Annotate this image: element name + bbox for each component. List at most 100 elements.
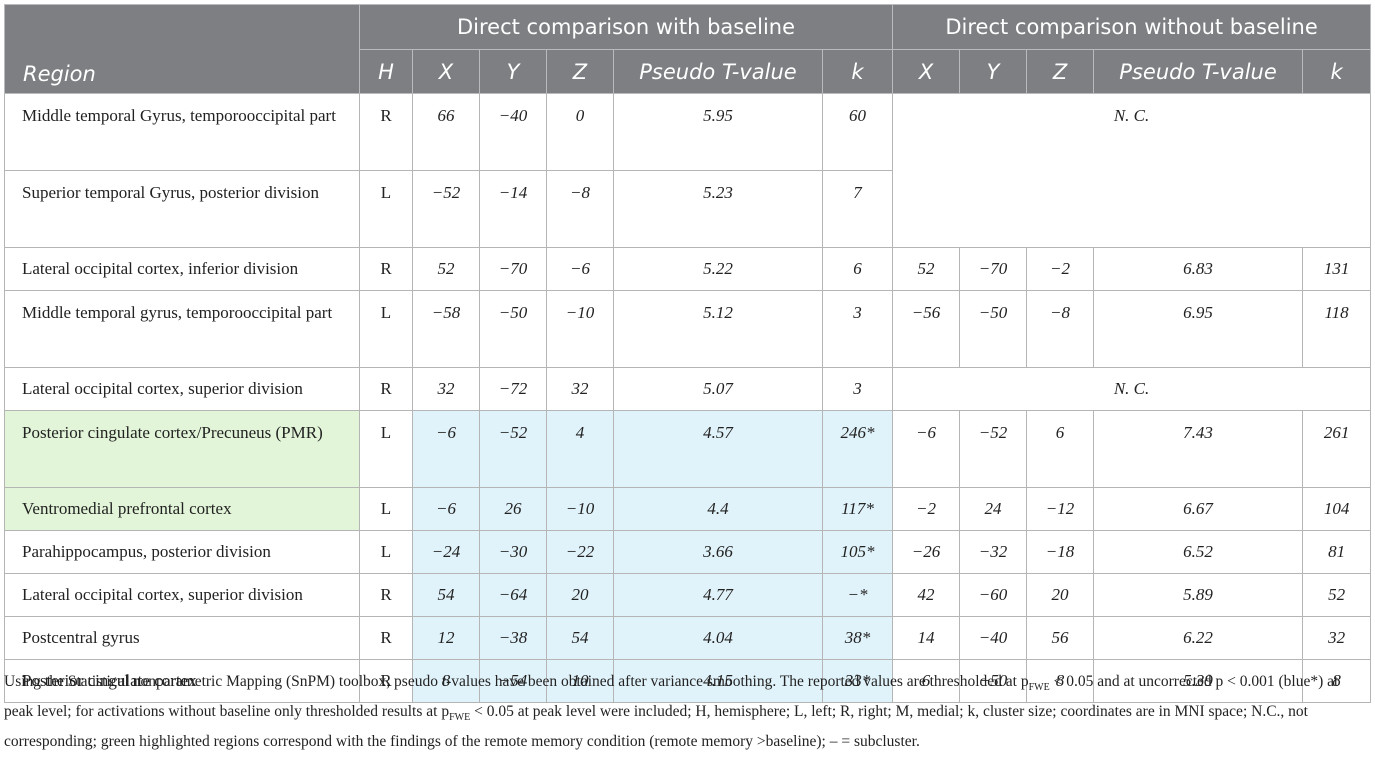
pseudo-t-cell: 5.07 bbox=[613, 367, 823, 411]
y-cell: −40 bbox=[479, 93, 547, 171]
y-cell: −64 bbox=[479, 573, 547, 617]
pseudo-t-cell: 3.66 bbox=[613, 530, 823, 574]
y-cell: −52 bbox=[479, 410, 547, 488]
col-header-k2: k bbox=[1302, 49, 1372, 94]
region-cell: Postcentral gyrus bbox=[4, 616, 360, 660]
y-cell: −14 bbox=[479, 170, 547, 248]
pseudo-t2-cell: 6.83 bbox=[1093, 247, 1304, 291]
y-cell: −30 bbox=[479, 530, 547, 574]
y-cell: −54 bbox=[479, 659, 547, 703]
y-cell: −38 bbox=[479, 616, 547, 660]
x2-cell: 14 bbox=[892, 616, 961, 660]
pseudo-t2-cell: 7.43 bbox=[1093, 410, 1304, 488]
pseudo-t-cell: 5.23 bbox=[613, 170, 823, 248]
pseudo-t2-cell: 6.95 bbox=[1093, 290, 1304, 368]
header-row-columns: H X Y Z Pseudo T-value k X Y Z Pseudo T-… bbox=[5, 49, 1372, 94]
x-cell: −6 bbox=[412, 410, 480, 488]
y2-cell: −40 bbox=[959, 616, 1028, 660]
pseudo-t-cell: 5.12 bbox=[613, 290, 823, 368]
y2-cell: −70 bbox=[959, 247, 1028, 291]
z-cell: −8 bbox=[546, 170, 614, 248]
z-cell: 32 bbox=[546, 367, 614, 411]
x-cell: −6 bbox=[412, 487, 480, 531]
region-cell-highlighted: Posterior cingulate cortex/Precuneus (PM… bbox=[4, 410, 360, 488]
z2-cell: 56 bbox=[1026, 616, 1095, 660]
k-cell: 3 bbox=[821, 367, 894, 411]
y2-cell: −50 bbox=[959, 290, 1028, 368]
x-cell: 32 bbox=[412, 367, 480, 411]
hemisphere-cell: L bbox=[359, 410, 413, 488]
z2-cell: −12 bbox=[1026, 487, 1095, 531]
footnote-part-2: < 0.05 and at uncorrected p < 0.001 (blu… bbox=[4, 673, 1339, 721]
z-cell: 10 bbox=[546, 659, 614, 703]
footnote-part-3: < 0.05 at peak level were included; H, h… bbox=[4, 703, 1308, 751]
z2-cell: −2 bbox=[1026, 247, 1095, 291]
z2-cell: −18 bbox=[1026, 530, 1095, 574]
k2-cell: 8 bbox=[1302, 659, 1372, 703]
col-header-y: Y bbox=[479, 49, 547, 94]
z-cell: −22 bbox=[546, 530, 614, 574]
y-cell: −50 bbox=[479, 290, 547, 368]
k2-cell: 104 bbox=[1302, 487, 1372, 531]
table-row: Lateral occipital cortex, superior divis… bbox=[4, 573, 1372, 617]
footnote-part-1: Using the Statistical nonparametric Mapp… bbox=[4, 673, 1029, 690]
k2-cell: 131 bbox=[1302, 247, 1372, 291]
hemisphere-cell: R bbox=[359, 573, 413, 617]
group-header-without-baseline: Direct comparison without baseline bbox=[892, 4, 1372, 50]
y2-cell: −52 bbox=[959, 410, 1028, 488]
y-cell: 26 bbox=[479, 487, 547, 531]
k-cell: 6 bbox=[821, 247, 894, 291]
x2-cell: 42 bbox=[892, 573, 961, 617]
col-header-k: k bbox=[821, 49, 894, 94]
region-cell: Parahippocampus, posterior division bbox=[4, 530, 360, 574]
not-corresponding-cell: N. C. bbox=[892, 93, 1372, 248]
x2-cell: 52 bbox=[892, 247, 961, 291]
table-row: Posterior cingulate cortex R 8 −54 10 4.… bbox=[4, 659, 1372, 703]
x-cell: 66 bbox=[412, 93, 480, 171]
x-cell: 52 bbox=[412, 247, 480, 291]
z-cell: −6 bbox=[546, 247, 614, 291]
k2-cell: 261 bbox=[1302, 410, 1372, 488]
hemisphere-cell: R bbox=[359, 93, 413, 171]
region-cell: Lateral occipital cortex, inferior divis… bbox=[4, 247, 360, 291]
k-cell: 3 bbox=[821, 290, 894, 368]
pseudo-t-cell: 4.4 bbox=[613, 487, 823, 531]
x2-cell: −26 bbox=[892, 530, 961, 574]
pseudo-t-cell: 4.57 bbox=[613, 410, 823, 488]
x-cell: −24 bbox=[412, 530, 480, 574]
col-header-z: Z bbox=[546, 49, 614, 94]
hemisphere-cell: R bbox=[359, 247, 413, 291]
x-cell: 54 bbox=[412, 573, 480, 617]
table-row: Middle temporal Gyrus, temporooccipital … bbox=[4, 93, 1372, 248]
region-cell: Middle temporal Gyrus, temporooccipital … bbox=[4, 93, 360, 171]
x-cell: 8 bbox=[412, 659, 480, 703]
col-header-y2: Y bbox=[959, 49, 1028, 94]
y2-cell: −60 bbox=[959, 573, 1028, 617]
table-row: Parahippocampus, posterior division L −2… bbox=[4, 530, 1372, 574]
table-row: Middle temporal gyrus, temporooccipital … bbox=[4, 290, 1372, 368]
pseudo-t2-cell: 6.67 bbox=[1093, 487, 1304, 531]
table-row: Ventromedial prefrontal cortex L −6 26 −… bbox=[4, 487, 1372, 531]
hemisphere-cell: L bbox=[359, 170, 413, 248]
z2-cell: 6 bbox=[1026, 410, 1095, 488]
z-cell: 54 bbox=[546, 616, 614, 660]
footnote-subscript-1: FWE bbox=[1028, 682, 1050, 694]
k2-cell: 32 bbox=[1302, 616, 1372, 660]
table-footnote: Using the Statistical nonparametric Mapp… bbox=[4, 670, 1370, 754]
y2-cell: 24 bbox=[959, 487, 1028, 531]
pseudo-t2-cell: 5.89 bbox=[1093, 573, 1304, 617]
col-header-pseudo-t2: Pseudo T-value bbox=[1093, 49, 1304, 94]
hemisphere-cell: L bbox=[359, 487, 413, 531]
pseudo-t-cell: 4.77 bbox=[613, 573, 823, 617]
not-corresponding-cell: N. C. bbox=[892, 367, 1372, 411]
hemisphere-cell: L bbox=[359, 290, 413, 368]
k-cell: −* bbox=[821, 573, 894, 617]
table-row: Lateral occipital cortex, inferior divis… bbox=[4, 247, 1372, 291]
col-header-x: X bbox=[412, 49, 480, 94]
region-cell: Middle temporal gyrus, temporooccipital … bbox=[4, 290, 360, 368]
hemisphere-cell: R bbox=[359, 659, 413, 703]
region-cell: Lateral occipital cortex, superior divis… bbox=[4, 573, 360, 617]
x-cell: −58 bbox=[412, 290, 480, 368]
x-cell: 12 bbox=[412, 616, 480, 660]
hemisphere-cell: L bbox=[359, 530, 413, 574]
